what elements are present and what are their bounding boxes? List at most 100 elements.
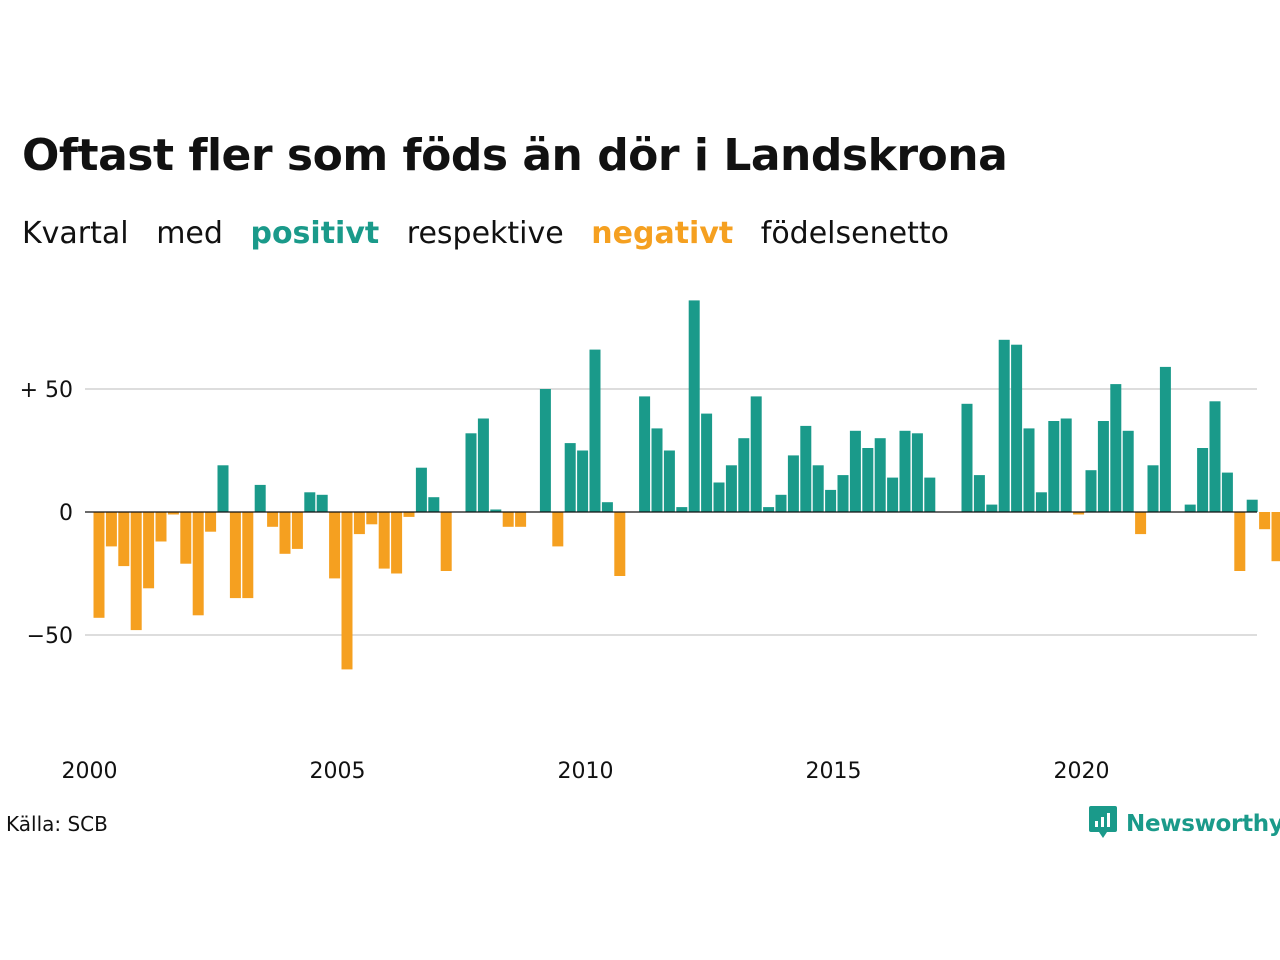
newsworthy-logo-icon: [1088, 804, 1118, 844]
bar-negative: [279, 512, 291, 554]
x-tick-label: 2005: [310, 759, 366, 784]
bar-negative: [192, 512, 204, 616]
bar-negative: [378, 512, 390, 569]
bar-positive: [825, 489, 837, 512]
bar-positive: [899, 430, 911, 512]
bar-positive: [775, 494, 787, 512]
bar-positive: [750, 396, 762, 512]
bar-negative: [1135, 512, 1147, 535]
bar-positive: [564, 443, 576, 512]
bar-negative: [93, 512, 105, 618]
x-tick-label: 2020: [1054, 759, 1110, 784]
bar-negative: [353, 512, 365, 535]
bar-positive: [862, 448, 874, 512]
bar-positive: [1035, 492, 1047, 512]
bar-positive: [725, 465, 737, 512]
bar-positive: [465, 433, 477, 512]
bar-positive: [1184, 504, 1196, 512]
bar-positive: [1110, 384, 1122, 512]
bar-negative: [515, 512, 527, 527]
bar-positive: [1023, 428, 1035, 512]
bar-negative: [440, 512, 452, 571]
bar-negative: [614, 512, 626, 576]
bar-negative: [1073, 512, 1085, 515]
bar-positive: [837, 475, 849, 512]
bar-positive: [924, 477, 936, 512]
bar-positive: [1097, 421, 1109, 512]
bar-positive: [1147, 465, 1159, 512]
bar-positive: [1246, 499, 1258, 512]
bar-positive: [911, 433, 923, 512]
bar-positive: [601, 502, 613, 512]
source-note: Källa: SCB: [6, 812, 108, 836]
y-tick-label: + 50: [20, 378, 73, 403]
bar-positive: [589, 349, 601, 512]
y-tick-label: 0: [59, 501, 73, 526]
bar-positive: [701, 413, 713, 512]
subtitle-word-kvartal: Kvartal: [22, 216, 129, 251]
bar-negative: [229, 512, 241, 599]
bar-positive: [998, 339, 1010, 512]
bar-positive: [316, 494, 328, 512]
bar-negative: [341, 512, 353, 670]
bar-negative: [552, 512, 564, 547]
bar-positive: [577, 450, 589, 512]
bar-negative: [1271, 512, 1280, 562]
bar-negative: [403, 512, 415, 517]
bar-negative: [180, 512, 192, 564]
bar-positive: [713, 482, 725, 512]
bar-positive: [973, 475, 985, 512]
bar-positive: [415, 467, 427, 512]
bar-positive: [663, 450, 675, 512]
y-tick-label: −50: [27, 624, 73, 649]
chart-subtitle: Kvartal med positivt respektive negativt…: [22, 216, 967, 251]
bar-positive: [1122, 430, 1134, 512]
bar-positive: [1159, 366, 1171, 512]
bar-positive: [651, 428, 663, 512]
x-tick-label: 2015: [806, 759, 862, 784]
x-tick-label: 2000: [62, 759, 118, 784]
bar-positive: [961, 403, 973, 512]
bar-positive: [1011, 344, 1023, 512]
bar-positive: [1085, 470, 1097, 512]
bar-positive: [676, 507, 688, 512]
bar-negative: [502, 512, 514, 527]
bar-positive: [1209, 401, 1221, 512]
bar-negative: [155, 512, 167, 542]
bar-negative: [143, 512, 155, 589]
subtitle-word-respektive: respektive: [406, 216, 564, 251]
bar-positive: [1048, 421, 1060, 512]
bar-positive: [874, 438, 886, 512]
bar-positive: [1197, 448, 1209, 512]
bar-positive: [254, 484, 266, 512]
chart-title: Oftast fler som föds än dör i Landskrona: [22, 130, 1008, 181]
bar-positive: [787, 455, 799, 512]
bar-negative: [167, 512, 179, 515]
bar-positive: [887, 477, 899, 512]
bar-negative: [1259, 512, 1271, 530]
bar-positive: [986, 504, 998, 512]
subtitle-positive-label: positivt: [250, 216, 380, 251]
bar-positive: [639, 396, 651, 512]
bar-positive: [1060, 418, 1072, 512]
bar-negative: [329, 512, 341, 579]
bar-negative: [391, 512, 403, 574]
bar-chart: −50 0 + 50 2000 2005 2010 2015 2020: [20, 300, 1280, 784]
bar-positive: [738, 438, 750, 512]
bar-positive: [763, 507, 775, 512]
bar-negative: [130, 512, 142, 631]
bar-positive: [800, 425, 812, 512]
bar-negative: [205, 512, 217, 532]
subtitle-negative-label: negativt: [591, 216, 734, 251]
bar-positive: [849, 430, 861, 512]
x-tick-label: 2010: [558, 759, 614, 784]
brand-logo: Newsworthy: [1088, 804, 1280, 844]
bar-negative: [291, 512, 303, 549]
subtitle-word-fodelsenetto: födelsenetto: [760, 216, 949, 251]
bar-positive: [812, 465, 824, 512]
bar-positive: [217, 465, 229, 512]
subtitle-word-med: med: [156, 216, 223, 251]
bar-positive: [490, 509, 502, 512]
bar-negative: [118, 512, 130, 567]
bar-positive: [304, 492, 316, 512]
